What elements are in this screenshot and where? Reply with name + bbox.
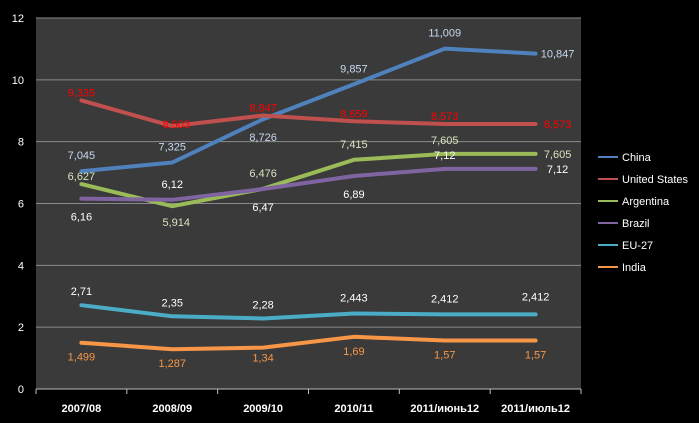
data-label: 8,726 <box>249 132 277 144</box>
y-tick-label: 0 <box>18 384 24 396</box>
data-label: 2,71 <box>71 286 92 298</box>
data-label: 9,857 <box>340 63 368 75</box>
data-label: 8,847 <box>249 102 277 114</box>
series-line-brazil <box>79 166 538 202</box>
legend-label: India <box>622 262 647 274</box>
data-label: 8,503 <box>162 119 190 131</box>
legend-label: Brazil <box>622 218 650 230</box>
x-tick-label: 2007/08 <box>62 403 102 415</box>
y-tick-label: 4 <box>18 260 24 272</box>
data-label: 6,16 <box>71 212 92 224</box>
data-label: 1,57 <box>525 349 546 361</box>
y-tick-label: 8 <box>18 137 24 149</box>
data-label: 7,415 <box>340 139 368 151</box>
x-tick-label: 2010/11 <box>334 403 373 415</box>
data-label: 7,12 <box>434 150 455 162</box>
series-line-argentina <box>79 151 538 209</box>
legend-label: China <box>622 152 652 164</box>
series-line-india <box>79 334 538 352</box>
gridlines <box>36 17 581 328</box>
series-lines <box>79 46 538 352</box>
data-label: 8,573 <box>544 119 572 131</box>
x-tick-label: 2009/10 <box>243 403 283 415</box>
legend-label: United States <box>622 174 689 186</box>
data-label: 1,499 <box>68 352 96 364</box>
data-label: 6,47 <box>252 202 273 214</box>
data-label: 6,12 <box>162 179 183 191</box>
y-tick-label: 2 <box>18 322 24 334</box>
x-tick-label: 2008/09 <box>152 403 192 415</box>
data-label: 7,325 <box>158 142 186 154</box>
y-axis: 0 2 4 6 8 10 12 <box>12 13 24 396</box>
x-tick-label: 2011/июль12 <box>501 403 570 415</box>
data-label: 1,34 <box>252 353 273 365</box>
series-line-eu-27 <box>79 303 538 321</box>
data-label: 5,914 <box>162 217 190 229</box>
data-label: 1,57 <box>434 349 455 361</box>
data-label: 8,573 <box>431 111 459 123</box>
data-labels: 7,045 7,325 8,726 9,857 11,009 10,847 9,335 8,5… <box>68 28 575 371</box>
x-axis: 2007/08 2008/09 2009/10 2010/11 2011/июнь12 2… <box>35 388 582 415</box>
data-label: 2,412 <box>522 291 550 303</box>
series-line-united-states <box>79 98 538 129</box>
x-tick-label: 2011/июнь12 <box>410 403 479 415</box>
y-tick-label: 10 <box>12 75 24 87</box>
data-label: 2,28 <box>252 300 273 312</box>
data-label: 9,335 <box>68 87 96 99</box>
data-label: 1,69 <box>343 346 364 358</box>
legend-label: Argentina <box>622 196 670 208</box>
data-label: 7,605 <box>431 135 459 147</box>
data-label: 11,009 <box>428 28 461 40</box>
y-tick-label: 12 <box>12 13 24 25</box>
data-label: 6,89 <box>343 189 364 201</box>
y-tick-label: 6 <box>18 199 24 211</box>
data-label: 7,12 <box>547 164 568 176</box>
data-label: 1,287 <box>158 358 186 370</box>
data-label: 8,659 <box>340 108 368 120</box>
legend-label: EU-27 <box>622 240 653 252</box>
data-label: 7,045 <box>68 150 96 162</box>
data-label: 7,605 <box>544 149 572 161</box>
data-label: 2,443 <box>340 292 368 304</box>
data-label: 2,35 <box>162 297 183 309</box>
data-label: 10,847 <box>541 49 575 61</box>
series-line-china <box>79 46 538 174</box>
data-label: 6,476 <box>249 168 277 180</box>
data-label: 6,627 <box>68 171 96 183</box>
legend: China United States Argentina Brazil EU-27 In… <box>598 152 689 274</box>
data-label: 2,412 <box>431 293 459 305</box>
